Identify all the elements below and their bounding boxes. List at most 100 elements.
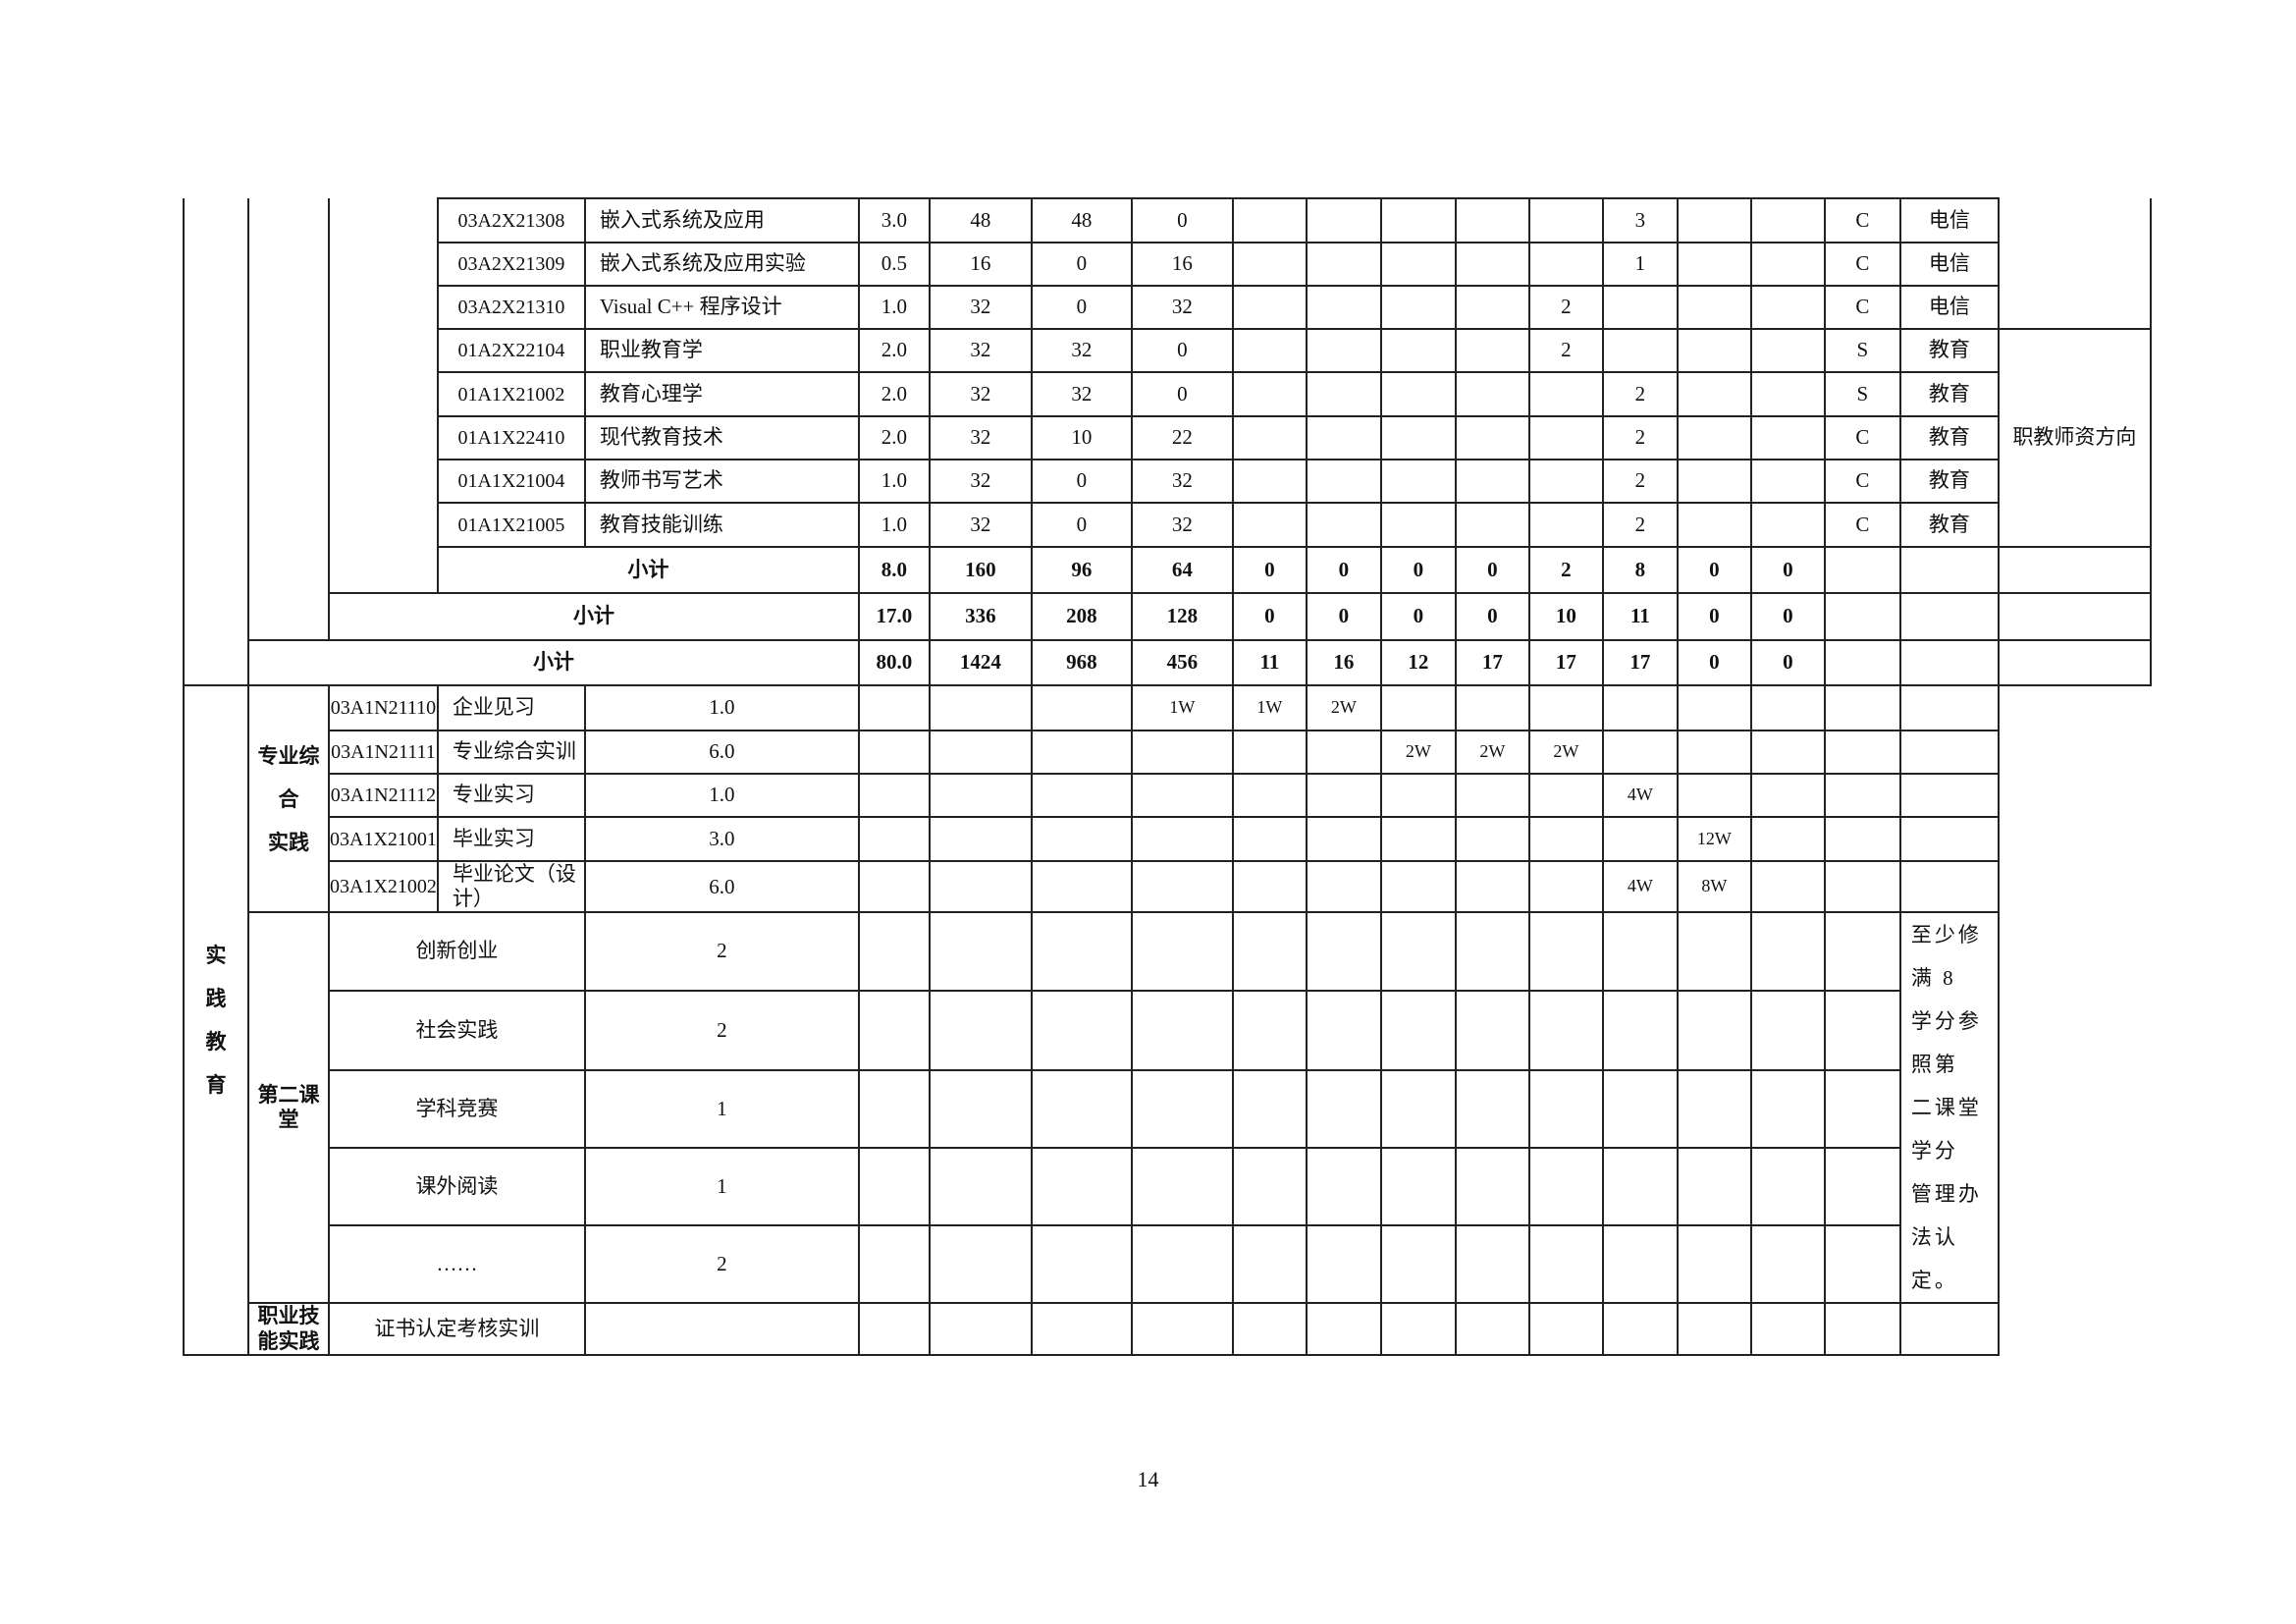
subtotal-semester-6: 11 (1601, 592, 1679, 641)
semester-3-hours (1379, 502, 1457, 548)
exam-type (1749, 816, 1826, 862)
subtotal-semester-5: 2 (1527, 546, 1604, 594)
semester-4-weeks (1379, 859, 1457, 914)
course-total: 32 (928, 371, 1033, 417)
activity-credit: 2 (583, 1224, 860, 1305)
course-name: 毕业论文（设计） (436, 859, 586, 914)
semester-5-weeks: 2W (1454, 730, 1530, 775)
semester-8-weeks: 8W (1676, 859, 1752, 914)
exam-type (1749, 989, 1826, 1071)
semester-3-hours (1379, 197, 1457, 244)
empty-cell (1030, 989, 1133, 1071)
course-practice: 0 (1130, 328, 1234, 373)
semester-5-hours (1527, 459, 1604, 504)
semester-6 (1527, 1302, 1604, 1356)
course-code: 03A2X21308 (436, 197, 586, 244)
activity-credit: 1 (583, 1068, 860, 1149)
empty-cell (928, 989, 1033, 1071)
exam-type (1749, 859, 1826, 914)
course-name: 企业见习 (436, 684, 586, 731)
table-row: 社会实践 2 (184, 989, 2151, 1071)
semester-2-hours (1305, 328, 1382, 373)
course-theory (928, 816, 1033, 862)
semester-7 (1601, 1146, 1679, 1227)
subtotal-total: 336 (928, 592, 1033, 641)
semester-3 (1305, 989, 1382, 1071)
remark-cell (1898, 1302, 2000, 1356)
course-total: 32 (928, 328, 1033, 373)
empty-cell (928, 1068, 1033, 1149)
semester-4-weeks (1379, 816, 1457, 862)
semester-4-weeks: 2W (1379, 730, 1457, 775)
course-total: 32 (928, 459, 1033, 504)
semester-8-weeks (1676, 773, 1752, 818)
remark-cell (1997, 546, 2152, 594)
comprehensive-practice-title: 专业综合 实践 (247, 683, 330, 914)
semester-8 (1676, 1224, 1752, 1305)
semester-8-hours (1749, 197, 1826, 244)
course-credit: 1.0 (857, 502, 931, 548)
semester-5 (1454, 1224, 1530, 1305)
table-row: 03A1N21111 专业综合实训 6.0 2W 2W 2W (184, 730, 2151, 775)
direction-note: 职教师资方向 (1997, 328, 2152, 548)
second-classroom-title: 第二课堂 (247, 911, 330, 1305)
semester-8 (1676, 911, 1752, 992)
semester-3-hours (1379, 242, 1457, 287)
semester-1-hours (1231, 371, 1308, 417)
semester-4-hours (1454, 371, 1530, 417)
group-cell (328, 198, 439, 594)
subtotal-practice: 64 (1130, 546, 1234, 594)
semester-6 (1527, 911, 1604, 992)
semester-4 (1379, 1146, 1457, 1227)
semester-6-weeks (1527, 816, 1604, 862)
exam-type: C (1823, 242, 1901, 287)
subtotal-credit: 8.0 (857, 546, 931, 594)
title-char: 育 (205, 1072, 227, 1097)
semester-5 (1454, 1302, 1530, 1356)
course-code: 03A1N21111 (328, 730, 439, 775)
semester-6-hours: 2 (1601, 459, 1679, 504)
semester-8 (1676, 1146, 1752, 1227)
subtotal-semester-8: 0 (1749, 639, 1826, 686)
semester-2 (1231, 1224, 1308, 1305)
remark-cell (1898, 730, 2000, 775)
note-line: 二课堂学分 (1910, 1096, 1982, 1164)
course-credit: 1.0 (583, 684, 860, 731)
semester-4-hours (1454, 328, 1530, 373)
semester-3 (1305, 1146, 1382, 1227)
semester-4 (1379, 1224, 1457, 1305)
semester-7 (1601, 1224, 1679, 1305)
department: 教育 (1898, 502, 2000, 548)
course-name: 毕业实习 (436, 816, 586, 862)
course-theory: 32 (1030, 328, 1133, 373)
table-row: 01A1X21005 教育技能训练 1.0 32 0 32 2 C 教育 (184, 502, 2151, 548)
note-line: 管理办法认 (1910, 1182, 1982, 1250)
semester-5-hours (1527, 371, 1604, 417)
table-row: 03A2X21308 嵌入式系统及应用 3.0 48 48 0 3 C 电信 (183, 197, 2152, 686)
semester-6-hours: 3 (1601, 197, 1679, 244)
course-theory: 0 (1030, 502, 1133, 548)
exam-type (1823, 639, 1901, 686)
empty-cell (1030, 1068, 1133, 1149)
subtotal-semester-4: 0 (1454, 592, 1530, 641)
semester-3-hours (1379, 415, 1457, 460)
vocational-practice-title: 职业技能实践 (247, 1302, 330, 1356)
semester-3-hours (1379, 285, 1457, 330)
semester-4 (1379, 989, 1457, 1071)
semester-3-hours (1379, 459, 1457, 504)
semester-2 (1231, 989, 1308, 1071)
department (1823, 1224, 1901, 1305)
semester-7-weeks (1601, 684, 1679, 731)
table-row: 03A1X21001 毕业实习 3.0 12W (184, 816, 2151, 862)
semester-8 (1676, 1302, 1752, 1356)
semester-2 (1231, 1146, 1308, 1227)
semester-1-weeks (1130, 773, 1234, 818)
course-credit: 0.5 (857, 242, 931, 287)
table-row: 职业技能实践 证书认定考核实训 (184, 1302, 2151, 1356)
remark-cell (1898, 773, 2000, 818)
title-char: 实 (205, 943, 227, 967)
semester-5-hours (1527, 197, 1604, 244)
semester-5-weeks (1454, 684, 1530, 731)
exam-type (1749, 773, 1826, 818)
semester-7 (1601, 989, 1679, 1071)
